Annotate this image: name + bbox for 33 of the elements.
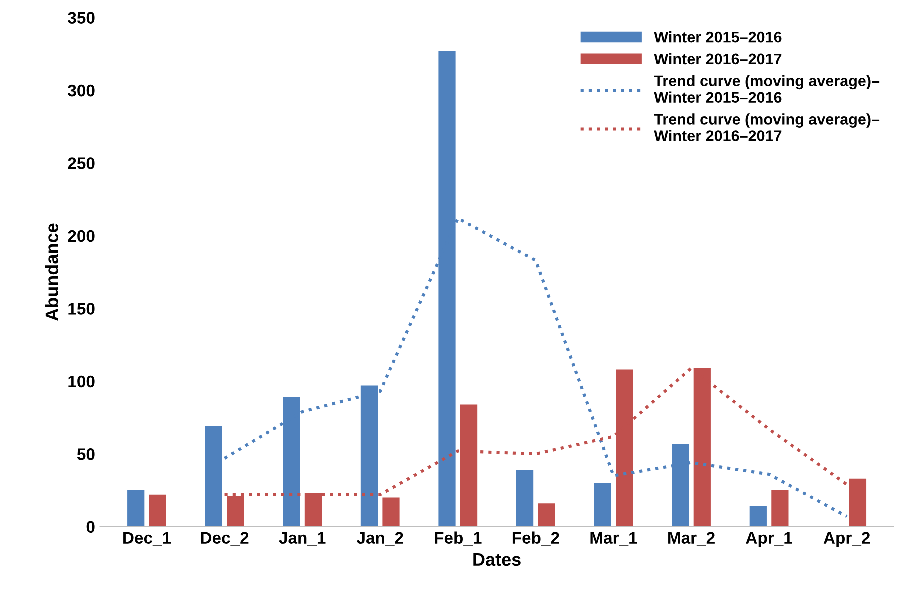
y-tick-label: 350 <box>68 12 95 24</box>
bar <box>849 478 867 527</box>
bar <box>128 490 145 527</box>
y-tick-label: 150 <box>68 303 95 315</box>
x-axis-title: Dates <box>474 553 521 566</box>
x-tick-label: Jan_2 <box>356 532 404 546</box>
x-tick-label: Dec_2 <box>201 532 249 546</box>
bar <box>382 498 400 527</box>
x-tick-label: Mar_1 <box>590 532 638 546</box>
y-tick-label: 250 <box>68 158 95 170</box>
legend-label: Winter 2015–2016 <box>654 32 782 43</box>
legend-label: Trend curve (moving average)– Winter 2016–2017 <box>654 114 880 142</box>
y-tick-label: 50 <box>77 448 95 460</box>
legend-label: Trend curve (moving average)– Winter 2015–2016 <box>654 75 880 104</box>
x-tick-label: Jan_1 <box>279 532 326 546</box>
bar <box>538 504 556 527</box>
bar <box>772 490 789 527</box>
y-tick-label: 0 <box>86 521 95 534</box>
bar <box>149 494 166 527</box>
x-tick-label: Apr_2 <box>824 532 870 548</box>
x-tick-label: Feb_1 <box>435 532 482 546</box>
x-tick-label: Apr_1 <box>746 532 792 548</box>
bar <box>750 506 767 527</box>
y-axis-title: Abundance <box>45 224 59 322</box>
x-tick-label: Dec_1 <box>124 532 172 546</box>
y-tick-label: 300 <box>68 84 95 97</box>
bar <box>594 483 612 527</box>
bar <box>516 470 534 527</box>
x-tick-label: Mar_2 <box>668 532 715 546</box>
x-tick-label: Feb_2 <box>512 532 560 546</box>
legend-label: Winter 2016–2017 <box>654 53 782 65</box>
y-tick-label: 100 <box>68 376 95 388</box>
y-tick-label: 200 <box>68 230 95 242</box>
